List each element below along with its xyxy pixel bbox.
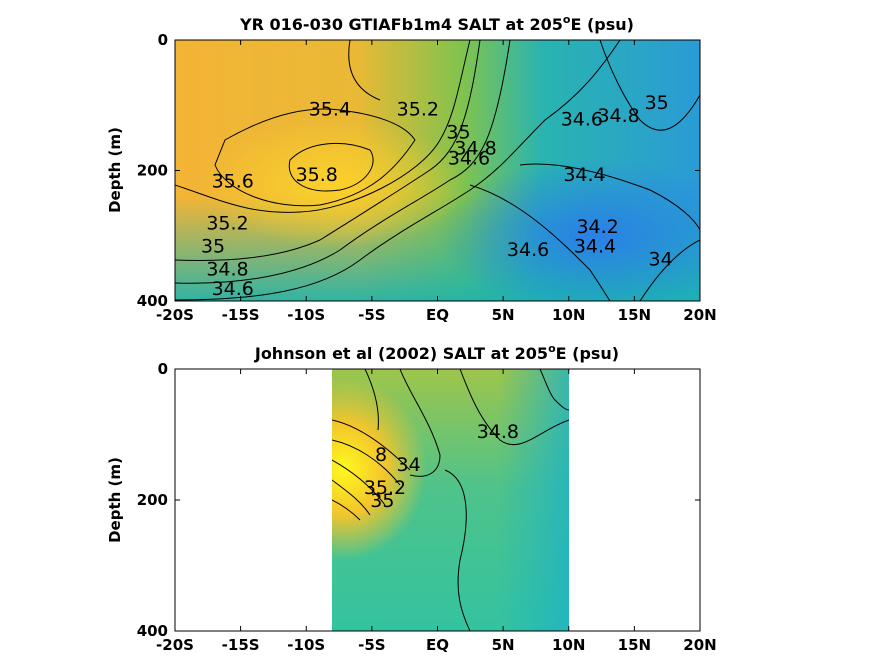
contour-line bbox=[399, 369, 441, 477]
chart-title: Johnson et al (2002) SALT at 205oE (psu) bbox=[254, 342, 619, 363]
x-tick-label: 5N bbox=[492, 306, 515, 324]
contour-line bbox=[444, 469, 471, 631]
chart-bottom: Johnson et al (2002) SALT at 205oE (psu)… bbox=[106, 342, 717, 654]
contour-label: 34 bbox=[397, 454, 421, 476]
contour-line bbox=[332, 459, 386, 506]
contour-line-35-4 bbox=[348, 40, 381, 101]
contour-label: 34.6 bbox=[507, 239, 549, 261]
axis-ticks: -20S -15S -10S -5S EQ 5N 10N 15N 20N 0 200 400 bbox=[137, 360, 717, 654]
x-tick-label: -15S bbox=[222, 306, 260, 324]
contour-label: 34.8 bbox=[454, 138, 496, 160]
y-tick-label: 400 bbox=[137, 622, 168, 640]
contour-line-34 bbox=[639, 239, 700, 301]
contour-line-34-4 bbox=[519, 163, 700, 231]
contour-line-34-8 bbox=[459, 369, 569, 446]
contour-label: 35.2 bbox=[397, 99, 439, 121]
contour-label: 34.6 bbox=[212, 278, 254, 300]
y-tick-label: 0 bbox=[158, 360, 168, 378]
contour-line-34-2 bbox=[469, 184, 611, 301]
x-tick-label: 10N bbox=[552, 636, 585, 654]
contour-label: 34.8 bbox=[477, 421, 519, 443]
chart-title: YR 016-030 GTIAFb1m4 SALT at 205oE (psu) bbox=[239, 13, 634, 34]
contour-line bbox=[364, 369, 379, 431]
x-tick-label: -5S bbox=[358, 306, 385, 324]
y-axis-label: Depth (m) bbox=[106, 127, 124, 213]
y-tick-label: 200 bbox=[137, 491, 168, 509]
contour-line bbox=[539, 369, 569, 411]
x-tick-label: 15N bbox=[618, 306, 651, 324]
axis-ticks: -20S -15S -10S -5S EQ 5N 10N 15N 20N 0 200 400 bbox=[137, 31, 717, 324]
contour-line-35-8 bbox=[288, 142, 374, 192]
contour-label: 34 bbox=[649, 249, 673, 271]
x-tick-label: 20N bbox=[683, 306, 716, 324]
contour-lines bbox=[332, 369, 569, 631]
y-tick-label: 400 bbox=[137, 292, 168, 310]
contour-line-34-8 bbox=[175, 40, 511, 284]
contour-label: 35.6 bbox=[212, 170, 254, 192]
contour-line-34-6 bbox=[175, 40, 621, 301]
y-tick-label: 0 bbox=[158, 31, 168, 49]
contour-label: 34.8 bbox=[206, 258, 248, 280]
x-tick-label: EQ bbox=[426, 306, 449, 324]
x-tick-label: EQ bbox=[426, 636, 449, 654]
contour-line-35 bbox=[175, 40, 481, 261]
chart-top: YR 016-030 GTIAFb1m4 SALT at 205oE (psu) bbox=[106, 13, 717, 324]
contour-label: 35.2 bbox=[206, 213, 248, 235]
contour-label: 34.6 bbox=[448, 147, 490, 169]
contour-label: 35 bbox=[370, 490, 394, 512]
x-tick-label: -5S bbox=[358, 636, 385, 654]
salinity-max-fill bbox=[332, 369, 569, 631]
contour-line bbox=[332, 499, 361, 521]
contour-line-35-2 bbox=[175, 40, 471, 213]
contour-label: 34.4 bbox=[563, 164, 605, 186]
contour-line bbox=[332, 479, 371, 516]
contour-label: 35.4 bbox=[309, 99, 351, 121]
contour-label: 34.6 bbox=[561, 108, 603, 130]
x-tick-label: -10S bbox=[287, 306, 325, 324]
x-tick-label: 5N bbox=[492, 636, 515, 654]
x-tick-label: 15N bbox=[618, 636, 651, 654]
contour-line bbox=[332, 419, 411, 471]
contour-label: 34.8 bbox=[597, 105, 639, 127]
x-tick-label: -15S bbox=[222, 636, 260, 654]
contour-label: 35.8 bbox=[296, 164, 338, 186]
contour-line-35-right bbox=[599, 40, 700, 131]
contour-label: 35 bbox=[201, 236, 225, 258]
salinity-min-fill bbox=[175, 40, 700, 301]
contour-label: 35 bbox=[446, 121, 470, 143]
x-tick-label: -20S bbox=[156, 636, 194, 654]
contour-label: 34.4 bbox=[574, 236, 616, 258]
x-tick-label: -20S bbox=[156, 306, 194, 324]
contour-lines bbox=[175, 40, 700, 301]
x-tick-label: 20N bbox=[683, 636, 716, 654]
contour-line-35-6 bbox=[214, 108, 416, 207]
contour-label: 8 bbox=[375, 444, 387, 466]
contour-label: 34.2 bbox=[576, 216, 618, 238]
y-axis-label: Depth (m) bbox=[106, 457, 124, 543]
contour-line bbox=[332, 439, 401, 486]
x-tick-label: 10N bbox=[552, 306, 585, 324]
salinity-field bbox=[175, 40, 700, 301]
contour-label: 35 bbox=[645, 92, 669, 114]
x-tick-label: -10S bbox=[287, 636, 325, 654]
salinity-field bbox=[332, 369, 569, 631]
contour-label: 35.2 bbox=[364, 477, 406, 499]
y-tick-label: 200 bbox=[137, 162, 168, 180]
